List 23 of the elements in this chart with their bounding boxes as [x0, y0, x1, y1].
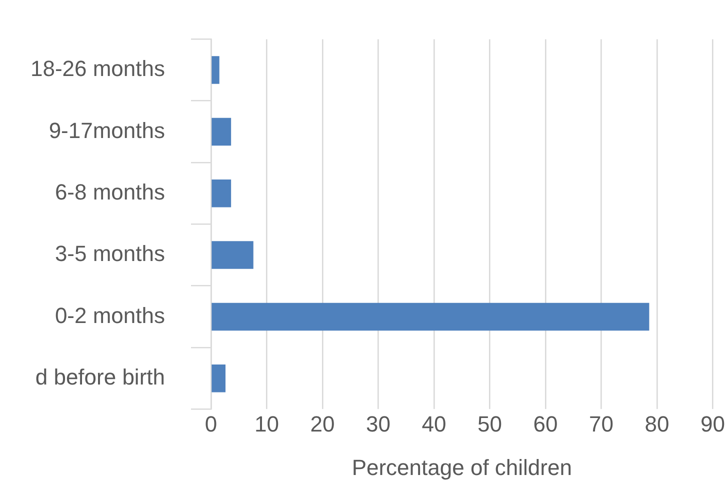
y-tick-label: 3-5 months [54, 241, 165, 266]
x-tick-label: 80 [644, 411, 670, 436]
y-tick-label: 6-8 months [54, 179, 165, 204]
x-tick-label: 70 [589, 411, 614, 436]
y-tick-label: 9-17months [48, 118, 165, 143]
x-tick-label: 0 [204, 411, 218, 436]
bar [212, 118, 232, 146]
y-tick-label: 18-26 months [30, 56, 165, 82]
x-tick-label: 90 [700, 411, 726, 436]
y-tick-label: 0-2 months [54, 302, 165, 328]
x-axis-title: Percentage of children [352, 454, 572, 480]
x-tick-label: 20 [310, 411, 335, 436]
x-tick-label: 10 [254, 411, 279, 436]
x-tick-label: 50 [478, 411, 502, 436]
bar [212, 241, 254, 269]
x-tick-label: 40 [422, 411, 446, 436]
x-tick-label: 30 [366, 411, 390, 436]
bar [212, 364, 226, 392]
bar [212, 56, 220, 84]
bar [212, 179, 232, 208]
bar [212, 302, 650, 331]
x-tick-label: 60 [533, 411, 558, 436]
y-tick-label: d before birth [35, 364, 165, 390]
